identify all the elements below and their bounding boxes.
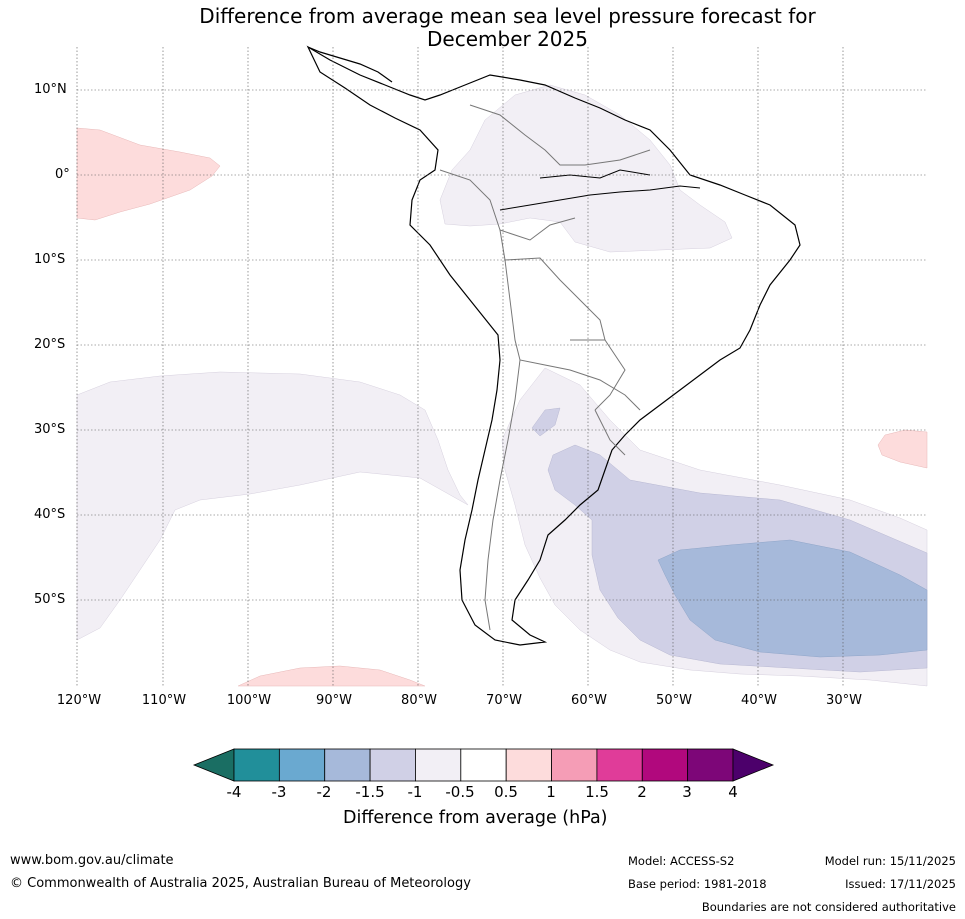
- anomaly-positive-northwest: [76, 127, 221, 221]
- lat-label: 30°S: [34, 422, 66, 437]
- border-segment: [594, 409, 626, 456]
- lat-label: 10°S: [34, 252, 66, 267]
- colorbar-cell: [324, 748, 371, 782]
- colorbar-cell: [641, 748, 689, 782]
- colorbar-tick: 1.5: [585, 783, 609, 801]
- colorbar-tick: -4: [226, 783, 242, 801]
- colorbar-tick: -2: [316, 783, 332, 801]
- colorbar-cell: [551, 748, 598, 782]
- anomaly-light-pacific: [76, 371, 469, 641]
- lon-label: 110°W: [141, 693, 187, 708]
- colorbar-cell: [369, 748, 416, 782]
- coastlines: [306, 45, 801, 646]
- country-borders: [439, 104, 651, 631]
- south-america-coastline: [306, 45, 801, 646]
- orinoco-river: [539, 169, 651, 179]
- lat-label: 50°S: [34, 592, 66, 607]
- colorbar-tick: 4: [728, 783, 738, 801]
- anomaly-light-amazon: [439, 84, 733, 253]
- footer-issued: Issued: 17/11/2025: [845, 877, 956, 891]
- colorbar-tick: 2: [637, 783, 647, 801]
- footer-copyright: © Commonwealth of Australia 2025, Austra…: [10, 876, 471, 891]
- anomaly-strong-south-atlantic: [657, 539, 928, 658]
- footer-disclaimer: Boundaries are not considered authoritat…: [701, 900, 956, 914]
- colorbar-tick: -1.5: [355, 783, 385, 801]
- anomaly-positive-east: [877, 429, 928, 469]
- lat-label: 0°: [55, 167, 70, 182]
- colorbar-tick: 3: [682, 783, 692, 801]
- lon-label: 50°W: [656, 693, 692, 708]
- colorbar-cell: [278, 748, 326, 782]
- title-line-2: December 2025: [427, 27, 588, 51]
- colorbar-cell: [505, 748, 552, 782]
- title-line-1: Difference from average mean sea level p…: [199, 4, 816, 28]
- lon-label: 120°W: [56, 693, 102, 708]
- lat-label: 10°N: [34, 82, 67, 97]
- colorbar-cell: [687, 748, 734, 782]
- border-segment: [504, 259, 641, 411]
- graticule: [76, 47, 927, 686]
- colorbar-cells: [233, 748, 734, 782]
- lon-label: 80°W: [401, 693, 437, 708]
- colorbar: [192, 748, 775, 782]
- lon-label: 100°W: [226, 693, 272, 708]
- lon-label: 70°W: [486, 693, 522, 708]
- colorbar-label: Difference from average (hPa): [343, 808, 608, 828]
- colorbar-cell: [415, 748, 462, 782]
- lon-label: 30°W: [826, 693, 862, 708]
- colorbar-tick: 0.5: [494, 783, 518, 801]
- colorbar-tick: -0.5: [445, 783, 475, 801]
- lon-label: 40°W: [741, 693, 777, 708]
- lon-label: 60°W: [571, 693, 607, 708]
- colorbar-extend-low: [192, 748, 235, 782]
- footer-model: Model: ACCESS-S2: [628, 854, 735, 868]
- anomaly-shading: [76, 84, 928, 687]
- lon-label: 90°W: [316, 693, 352, 708]
- colorbar-extend-high: [732, 748, 775, 782]
- lat-label: 20°S: [34, 337, 66, 352]
- amazon-river: [499, 185, 701, 211]
- colorbar-tick: -3: [271, 783, 287, 801]
- colorbar-cell: [460, 748, 507, 782]
- footer-model-run: Model run: 15/11/2025: [824, 854, 956, 868]
- colorbar-tick: 1: [546, 783, 556, 801]
- anomaly-positive-south: [237, 665, 426, 687]
- lat-label: 40°S: [34, 507, 66, 522]
- colorbar-cell: [233, 748, 280, 782]
- footer-url[interactable]: www.bom.gov.au/climate: [10, 853, 174, 868]
- border-segment: [499, 217, 576, 241]
- border-segment: [439, 169, 606, 341]
- rivers: [499, 169, 701, 211]
- map-title: Difference from average mean sea level p…: [0, 5, 965, 51]
- border-segment: [484, 359, 521, 631]
- footer-base-period: Base period: 1981-2018: [628, 877, 767, 891]
- central-america-coastline: [307, 46, 393, 83]
- border-segment: [570, 339, 626, 411]
- colorbar-cell: [596, 748, 643, 782]
- colorbar-tick: -1: [407, 783, 423, 801]
- border-segment: [469, 104, 651, 166]
